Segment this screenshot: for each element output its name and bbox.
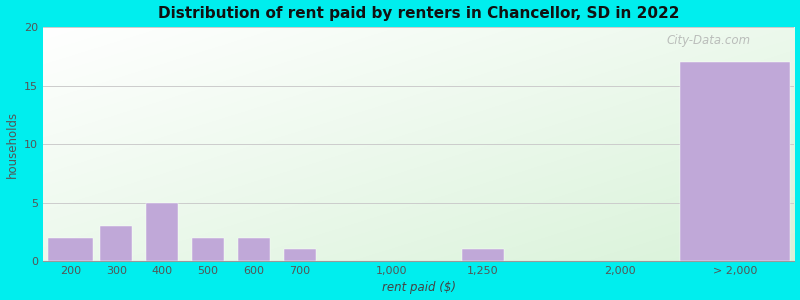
Bar — [192, 238, 224, 261]
Bar — [680, 62, 790, 261]
Text: City-Data.com: City-Data.com — [666, 34, 751, 47]
Y-axis label: households: households — [6, 111, 18, 178]
Title: Distribution of rent paid by renters in Chancellor, SD in 2022: Distribution of rent paid by renters in … — [158, 6, 679, 21]
Bar — [462, 249, 503, 261]
Bar — [146, 202, 178, 261]
Bar — [48, 238, 94, 261]
X-axis label: rent paid ($): rent paid ($) — [382, 281, 456, 294]
Bar — [100, 226, 133, 261]
Bar — [238, 238, 270, 261]
Bar — [284, 249, 316, 261]
